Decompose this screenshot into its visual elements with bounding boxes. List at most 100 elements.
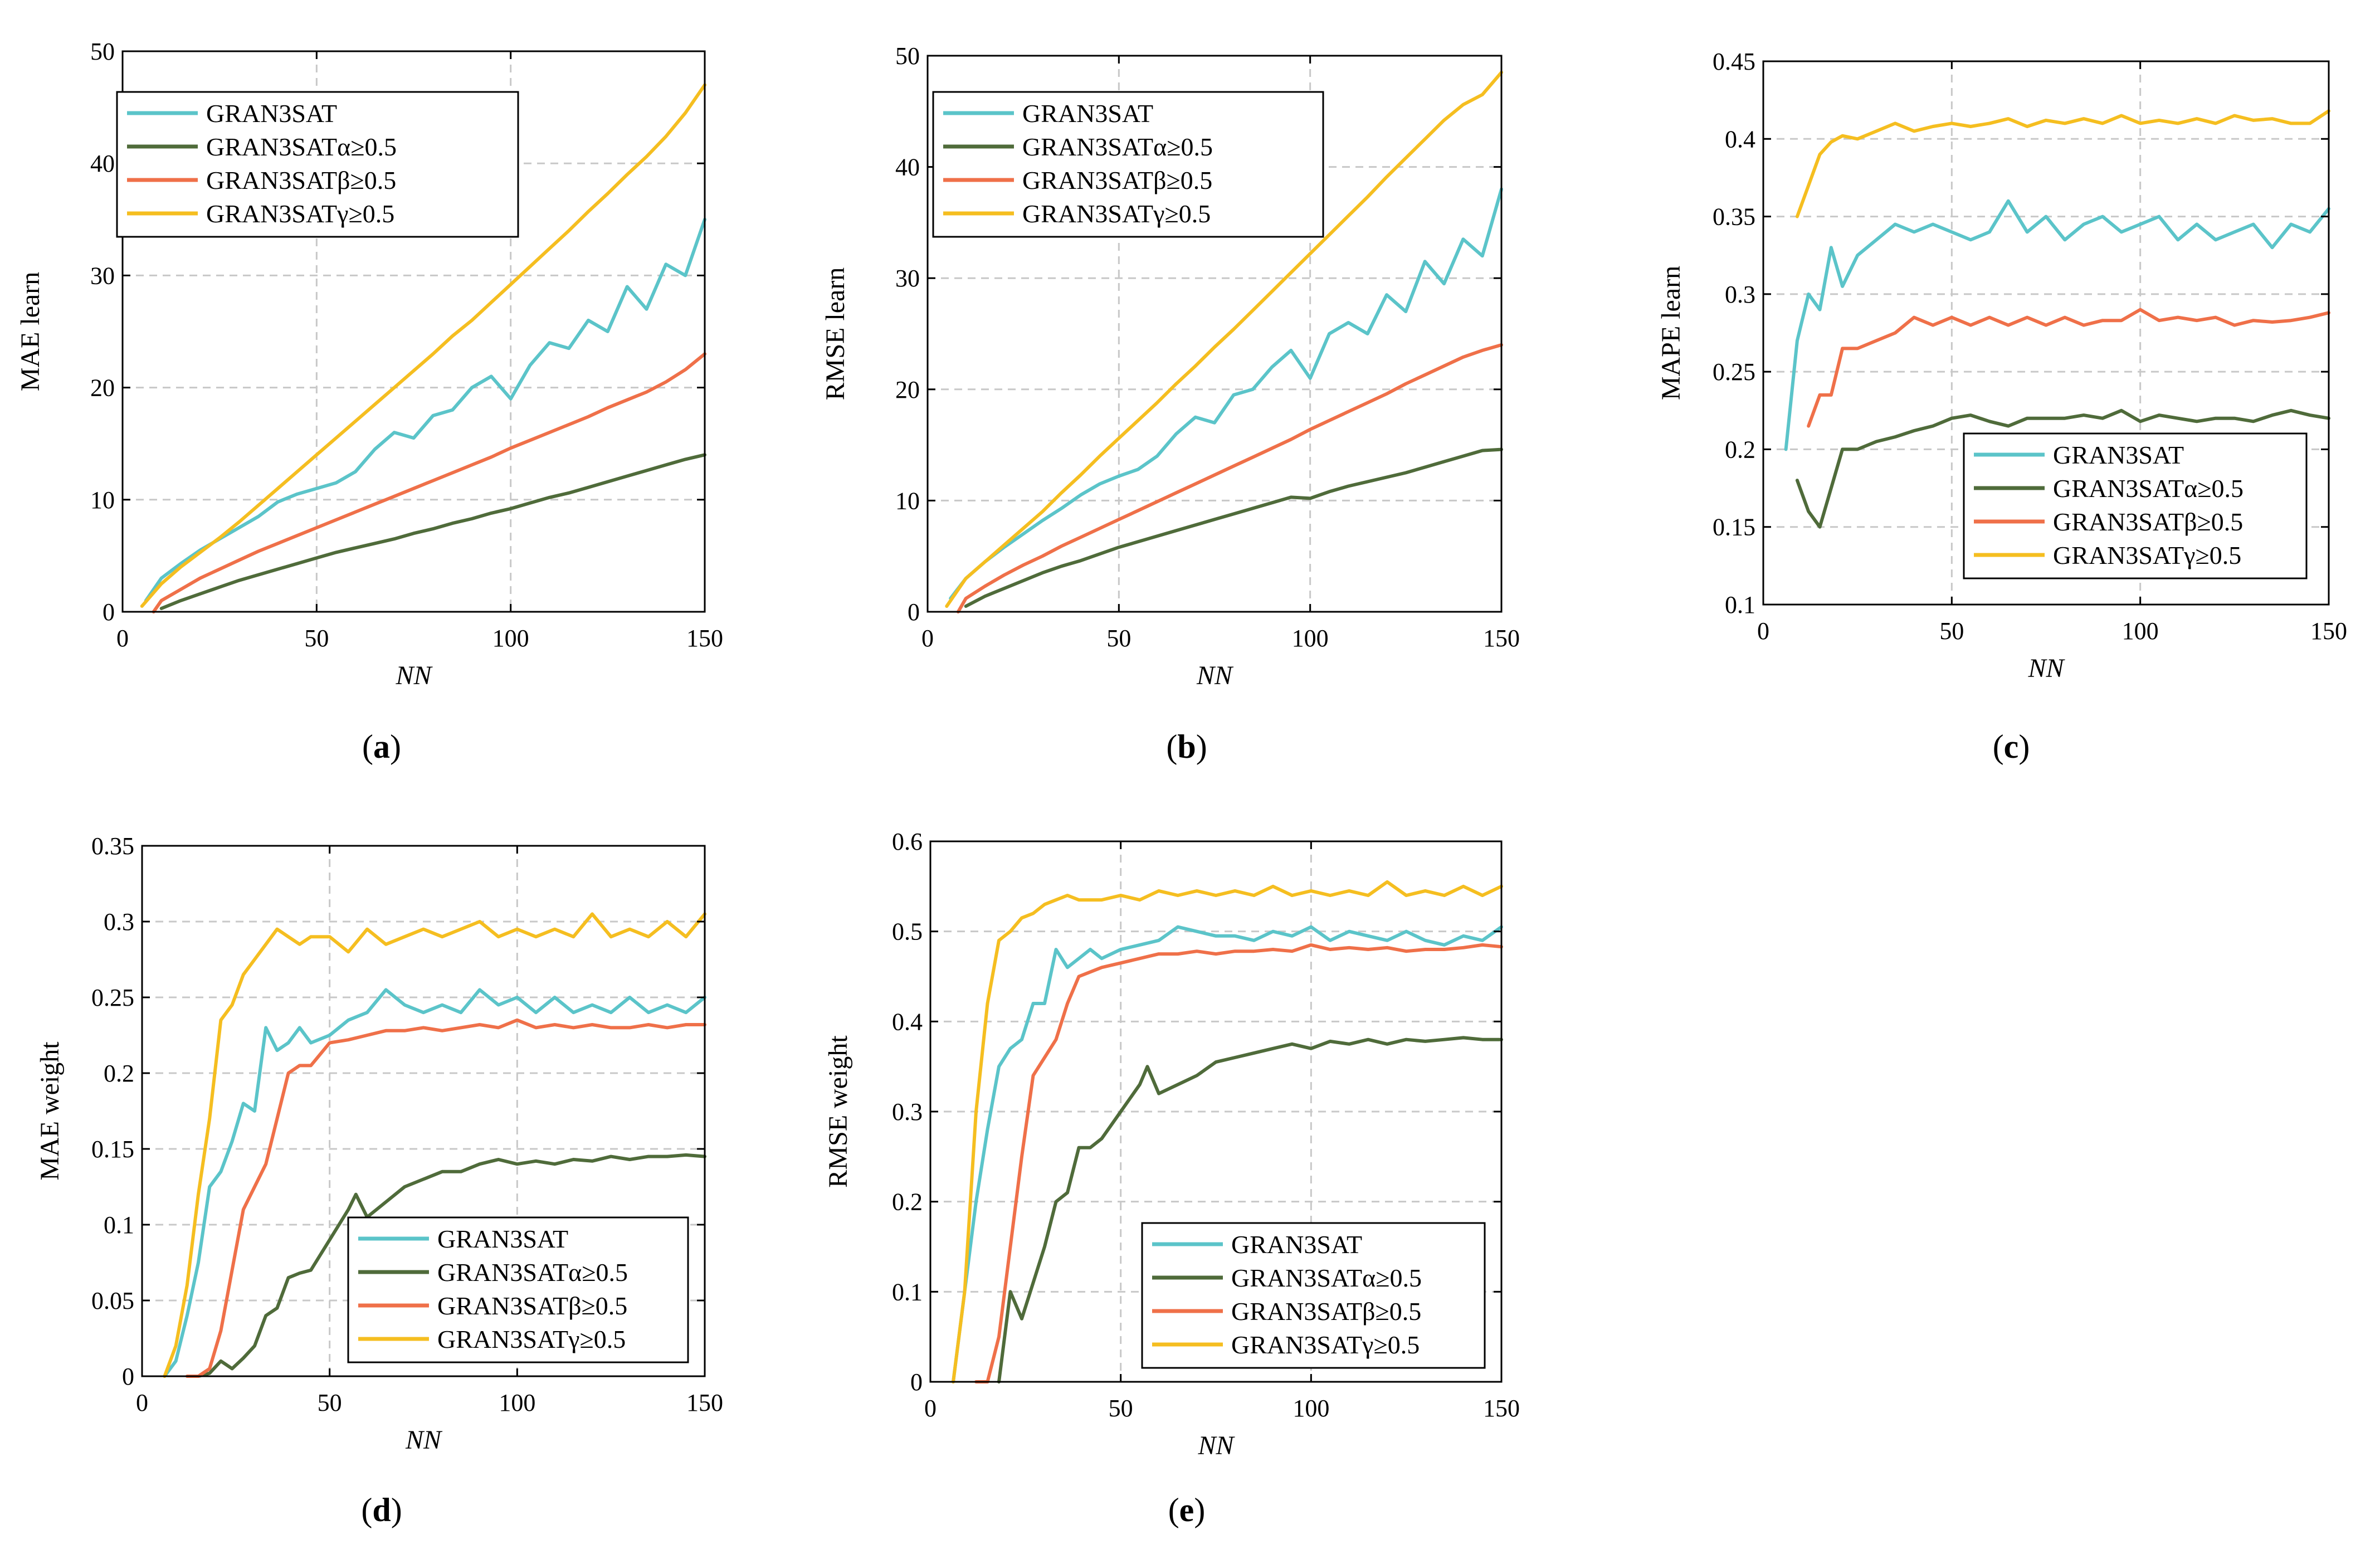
legend: GRAN3SAT GRAN3SATα≥0.5 GRAN3SATβ≥0.5 GRAN3S… [1963,432,2308,579]
y-tick-label: 0.3 [892,1098,923,1126]
x-tick-label: 50 [304,625,329,652]
series-line-1 [1784,199,2330,451]
legend-label: GRAN3SAT [2053,441,2184,469]
x-tick-label: 150 [686,1389,723,1416]
series-line-2 [997,1036,1503,1383]
y-tick-label: 0.25 [1713,358,1755,386]
x-tick-label: 50 [1939,617,1964,645]
x-axis-label: NN [395,661,433,690]
legend-label: GRAN3SATβ≥0.5 [206,166,396,194]
x-axis-label: NN [405,1425,443,1455]
y-tick-label: 0.1 [104,1211,134,1239]
legend-label: GRAN3SATβ≥0.5 [2053,508,2243,536]
legend-label: GRAN3SAT [1022,99,1153,128]
panel-caption: (a) [362,728,401,765]
plot-frame [121,50,706,613]
legend-label: GRAN3SATα≥0.5 [1022,133,1213,161]
x-tick-label: 100 [499,1389,535,1416]
y-tick-label: 40 [895,154,920,181]
x-tick-label: 50 [1106,625,1131,652]
plot-frame [1762,60,2330,606]
y-tick-label: 0.4 [892,1008,923,1035]
series-line-4 [952,880,1503,1383]
x-axis-label: NN [1197,1431,1235,1460]
y-tick-label: 0.2 [1725,436,1755,463]
x-tick-label: 0 [116,625,129,652]
y-tick-label: 0 [910,1368,923,1396]
chart-panel-e: 0 50 100 150 0 0.1 0.2 0.3 0.4 0.5 0.6 NN RMSE weigh… [823,828,1520,1528]
y-tick-label: 50 [895,42,920,70]
panel-caption: (e) [1168,1492,1206,1528]
y-tick-label: 0.2 [104,1060,134,1087]
y-tick-label: 0.05 [91,1287,134,1314]
legend-label: GRAN3SATβ≥0.5 [1231,1297,1421,1326]
chart-panel-c: 0 50 100 150 0.1 0.15 0.2 0.25 0.3 0.35 0.4 0.45 NN M… [1656,48,2347,765]
series-line-1 [952,925,1503,1383]
plot-frame [926,55,1503,613]
series-line-3 [152,352,706,613]
y-tick-label: 0.35 [1713,203,1755,231]
y-tick-label: 30 [90,262,115,289]
chart-panel-b: 0 50 100 150 0 10 20 30 40 50 NN RMSE learn GRAN3SAT… [821,42,1520,765]
y-tick-label: 0.3 [1725,281,1755,308]
legend-label: GRAN3SATα≥0.5 [206,133,397,161]
legend-label: GRAN3SATγ≥0.5 [2053,541,2241,569]
y-tick-label: 0 [103,598,115,626]
y-tick-label: 0.3 [104,908,134,936]
y-tick-label: 0.15 [1713,514,1755,541]
y-axis-label: MAE learn [16,272,45,392]
panel-caption: (d) [361,1492,402,1528]
chart-panel-d: 0 50 100 150 0 0.05 0.1 0.15 0.2 0.25 0.3 0.35 NN MAE… [35,832,723,1528]
legend-label: GRAN3SAT [1231,1230,1362,1259]
plot-frame [141,845,706,1377]
y-tick-label: 0.6 [892,828,923,855]
series-line-3 [974,943,1503,1383]
legend-label: GRAN3SAT [437,1225,568,1253]
y-tick-label: 20 [90,374,115,402]
legend-label: GRAN3SATγ≥0.5 [1231,1331,1420,1359]
y-tick-label: 0.1 [892,1278,923,1305]
y-axis-label: MAPE learn [1656,266,1686,400]
x-tick-label: 0 [1757,617,1769,645]
x-tick-label: 150 [686,625,723,652]
y-tick-label: 10 [90,486,115,514]
y-tick-label: 40 [90,150,115,177]
legend-label: GRAN3SATα≥0.5 [1231,1264,1422,1292]
panel-caption: (b) [1166,728,1207,765]
x-tick-label: 50 [1109,1395,1133,1422]
y-tick-label: 0.1 [1725,591,1755,618]
y-axis-label: MAE weight [35,1041,65,1181]
series-line-1 [144,217,706,602]
y-tick-label: 0.2 [892,1188,923,1216]
series-line-1 [163,988,706,1378]
y-tick-label: 50 [90,38,115,65]
y-axis-label: RMSE learn [821,267,850,401]
x-tick-label: 150 [2310,617,2347,645]
panel-caption: (c) [1993,728,2030,765]
legend: GRAN3SAT GRAN3SATα≥0.5 GRAN3SATβ≥0.5 GRAN3S… [932,91,1324,238]
x-tick-label: 50 [318,1389,342,1416]
legend: GRAN3SAT GRAN3SATα≥0.5 GRAN3SATβ≥0.5 GRAN3S… [116,91,519,238]
x-tick-label: 100 [1292,625,1329,652]
legend: GRAN3SAT GRAN3SATα≥0.5 GRAN3SATβ≥0.5 GRAN3S… [1141,1222,1486,1369]
series-line-2 [964,447,1503,608]
x-tick-label: 100 [1293,1395,1329,1422]
series-line-3 [185,1018,706,1378]
legend-label: GRAN3SAT [206,99,337,128]
x-tick-label: 0 [924,1395,937,1422]
y-tick-label: 0 [122,1363,134,1390]
x-axis-label: NN [2027,654,2065,683]
x-tick-label: 100 [492,625,529,652]
y-tick-label: 10 [895,487,920,514]
series-line-4 [163,912,706,1378]
y-tick-label: 0.5 [892,918,923,946]
legend-label: GRAN3SATγ≥0.5 [206,199,394,228]
legend-label: GRAN3SATβ≥0.5 [437,1292,627,1320]
series-line-2 [197,1153,706,1378]
y-tick-label: 0.15 [91,1136,134,1163]
series-line-1 [949,187,1503,600]
y-tick-label: 0.4 [1725,125,1755,153]
x-tick-label: 150 [1483,1395,1520,1422]
series-line-2 [1795,408,2330,529]
